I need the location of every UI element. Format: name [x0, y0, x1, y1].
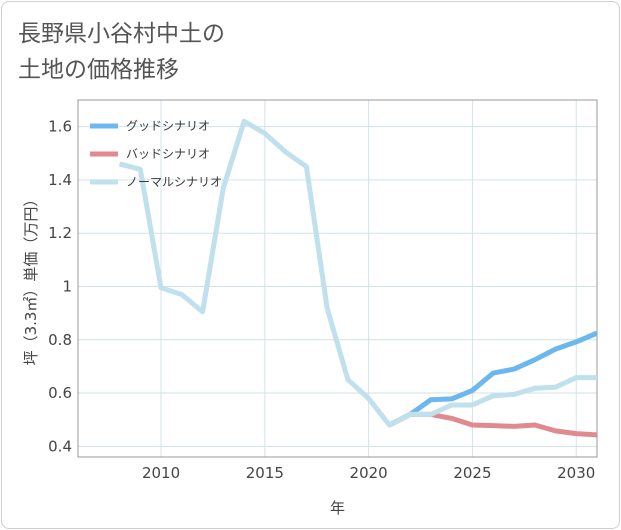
chart-title: 長野県小谷村中土の 土地の価格推移 [18, 16, 225, 88]
y-tick-label: 0.6 [48, 384, 72, 402]
chart-title-line-2: 土地の価格推移 [18, 57, 179, 83]
y-tick-label: 1.6 [48, 118, 72, 136]
x-axis-label: 年 [330, 499, 345, 517]
y-tick-label: 0.4 [48, 437, 72, 455]
x-axis-ticks: 2010 2015 2020 2025 2030 [142, 464, 595, 482]
legend-label: ノーマルシナリオ [126, 175, 222, 189]
series-line-1 [388, 411, 597, 438]
y-tick-label: 0.8 [48, 331, 72, 349]
y-tick-label: 1.4 [48, 171, 72, 189]
legend-label: バッドシナリオ [126, 147, 210, 161]
y-tick-label: 1 [62, 277, 72, 295]
y-tick-label: 1.2 [48, 224, 72, 242]
grid-lines [78, 100, 597, 457]
y-axis-label: 坪（3.3㎡）単価（万円） [22, 192, 40, 366]
x-tick-label: 2010 [142, 464, 180, 482]
series-line-2 [118, 118, 597, 428]
series-line-0 [388, 330, 597, 428]
x-tick-label: 2030 [557, 464, 595, 482]
chart-title-line-1: 長野県小谷村中土の [18, 21, 225, 47]
plot-frame [77, 99, 598, 458]
x-tick-label: 2015 [246, 464, 284, 482]
y-axis-ticks: 0.4 0.6 0.8 1 1.2 1.4 1.6 [48, 118, 72, 456]
x-tick-label: 2025 [453, 464, 491, 482]
series-layer [118, 118, 597, 438]
x-tick-label: 2020 [350, 464, 388, 482]
legend-label: グッドシナリオ [126, 119, 210, 133]
